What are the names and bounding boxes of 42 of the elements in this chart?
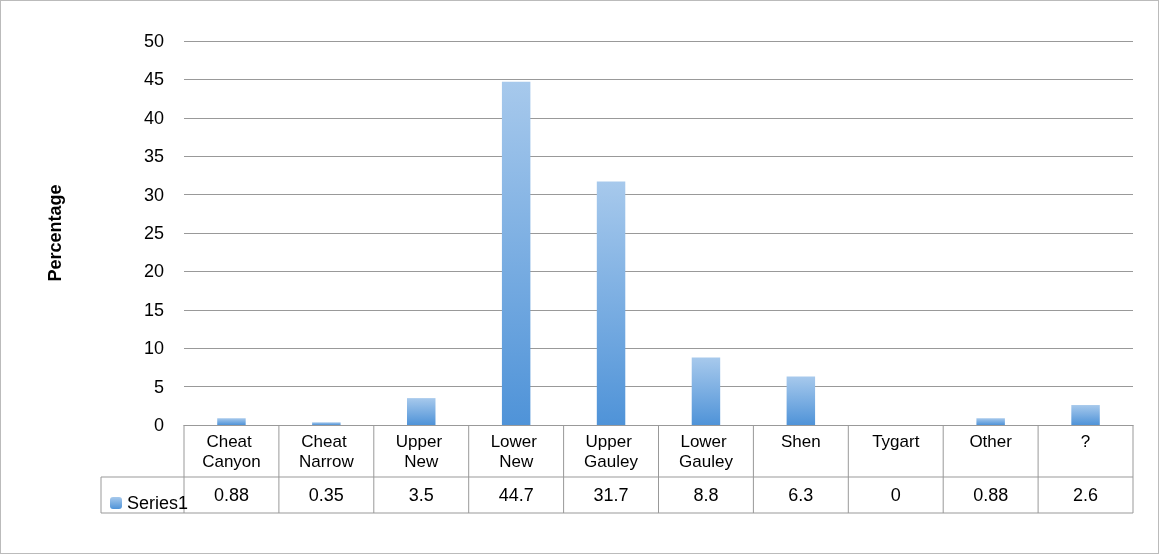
x-tick-label: Lower New — [490, 431, 542, 471]
bar — [691, 357, 721, 425]
data-label: 0 — [890, 485, 901, 505]
data-label: 2.6 — [1073, 485, 1099, 505]
x-tick-label: Lower Gauley — [679, 431, 734, 471]
y-tick-label: 35 — [143, 146, 164, 167]
x-tick-label: Upper Gauley — [584, 431, 639, 471]
bar — [217, 418, 246, 425]
bar — [501, 81, 531, 425]
x-tick-label: ? — [1080, 431, 1091, 451]
bar — [407, 398, 436, 425]
x-tick-label: Upper New — [395, 431, 447, 471]
y-tick-label: 25 — [143, 223, 164, 243]
bar — [312, 422, 341, 425]
bar — [786, 376, 816, 425]
x-tick-label: Other — [969, 431, 1013, 451]
data-label: 31.7 — [593, 485, 629, 505]
data-label: 0.88 — [213, 485, 249, 505]
x-tick-label: Cheat Narrow — [298, 431, 355, 471]
y-tick-label: 30 — [143, 184, 164, 205]
y-tick-label: 10 — [143, 338, 164, 359]
y-tick-label: 5 — [153, 376, 164, 397]
bar — [1071, 405, 1100, 425]
data-label: 44.7 — [498, 485, 534, 505]
y-tick-label: 40 — [143, 107, 164, 128]
data-label: 0.88 — [973, 485, 1009, 505]
y-tick-label: 0 — [153, 415, 164, 435]
bar — [976, 418, 1005, 425]
data-label: 0.35 — [308, 485, 344, 505]
y-tick-label: 15 — [143, 299, 164, 320]
x-tick-label: Tygart — [872, 431, 920, 451]
y-tick-label: 20 — [143, 261, 164, 282]
data-label: 3.5 — [408, 485, 434, 505]
data-label: 6.3 — [788, 485, 814, 505]
data-label: 8.8 — [693, 485, 719, 505]
y-tick-label: 45 — [143, 69, 164, 90]
x-tick-label: Cheat Canyon — [202, 431, 261, 471]
y-axis-title: Percentage — [45, 184, 65, 282]
bar — [596, 181, 626, 425]
y-tick-label: 50 — [143, 31, 164, 51]
legend-label: Series1 — [127, 493, 189, 513]
x-tick-label: Shen — [781, 431, 821, 451]
